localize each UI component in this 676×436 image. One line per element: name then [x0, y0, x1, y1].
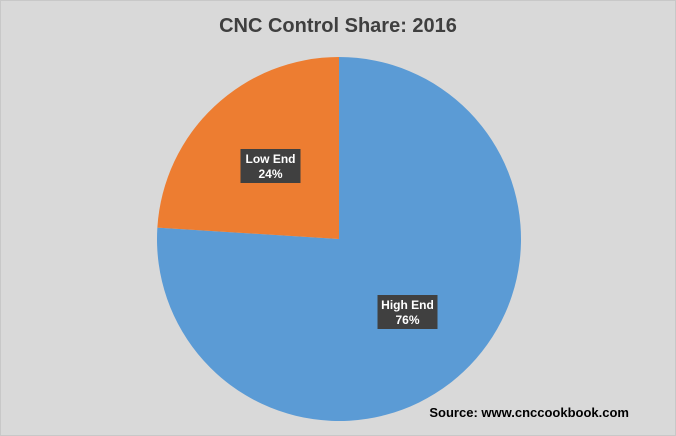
pie-slice-high-end — [157, 57, 522, 422]
source-note: Source: www.cnccookbook.com — [429, 405, 629, 420]
data-label-category: High End — [381, 298, 434, 312]
pie-slice-low-end — [157, 57, 339, 239]
chart-title: CNC Control Share: 2016 — [219, 15, 457, 37]
data-label-percent: 24% — [258, 167, 282, 181]
data-label-box — [240, 149, 301, 183]
data-label-percent: 76% — [395, 313, 419, 327]
data-label-box — [377, 295, 438, 329]
data-label-category: Low End — [246, 152, 296, 166]
pie-slices — [157, 57, 522, 422]
